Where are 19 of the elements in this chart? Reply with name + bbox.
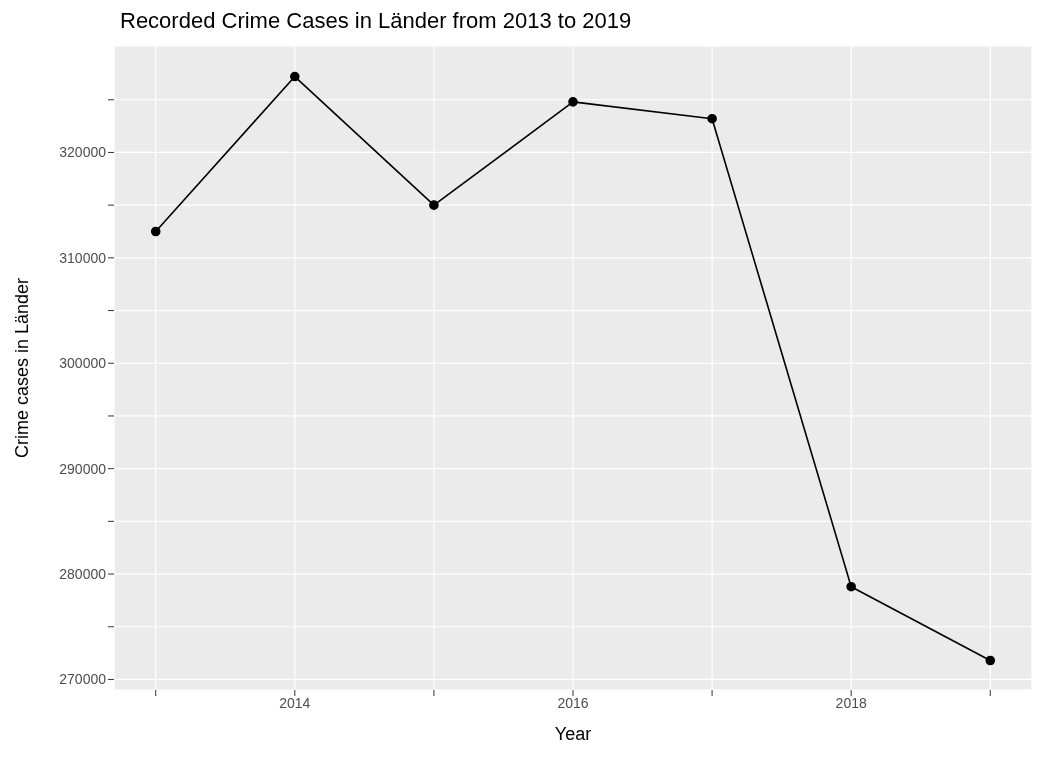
x-axis-title: Year xyxy=(554,724,592,744)
y-tick-label: 310000 xyxy=(59,249,107,266)
x-tick-label: 2014 xyxy=(279,694,311,711)
point xyxy=(568,97,578,107)
y-tick-label: 290000 xyxy=(59,460,107,477)
point xyxy=(429,200,439,210)
y-tick-label: 270000 xyxy=(59,671,107,688)
point xyxy=(290,71,300,82)
chart-title: Recorded Crime Cases in Länder from 2013 to 2019 xyxy=(120,8,633,34)
y-tick-label: 320000 xyxy=(59,144,107,161)
point xyxy=(985,655,996,666)
y-tick-label: 300000 xyxy=(59,355,107,372)
point xyxy=(707,113,717,124)
y-tick-label: 280000 xyxy=(59,566,107,583)
x-tick-label: 2018 xyxy=(835,694,867,711)
point xyxy=(150,226,161,237)
point xyxy=(846,581,856,592)
y-axis-title: Crime cases in Länder xyxy=(12,277,33,459)
x-tick-label: 2016 xyxy=(557,694,589,711)
